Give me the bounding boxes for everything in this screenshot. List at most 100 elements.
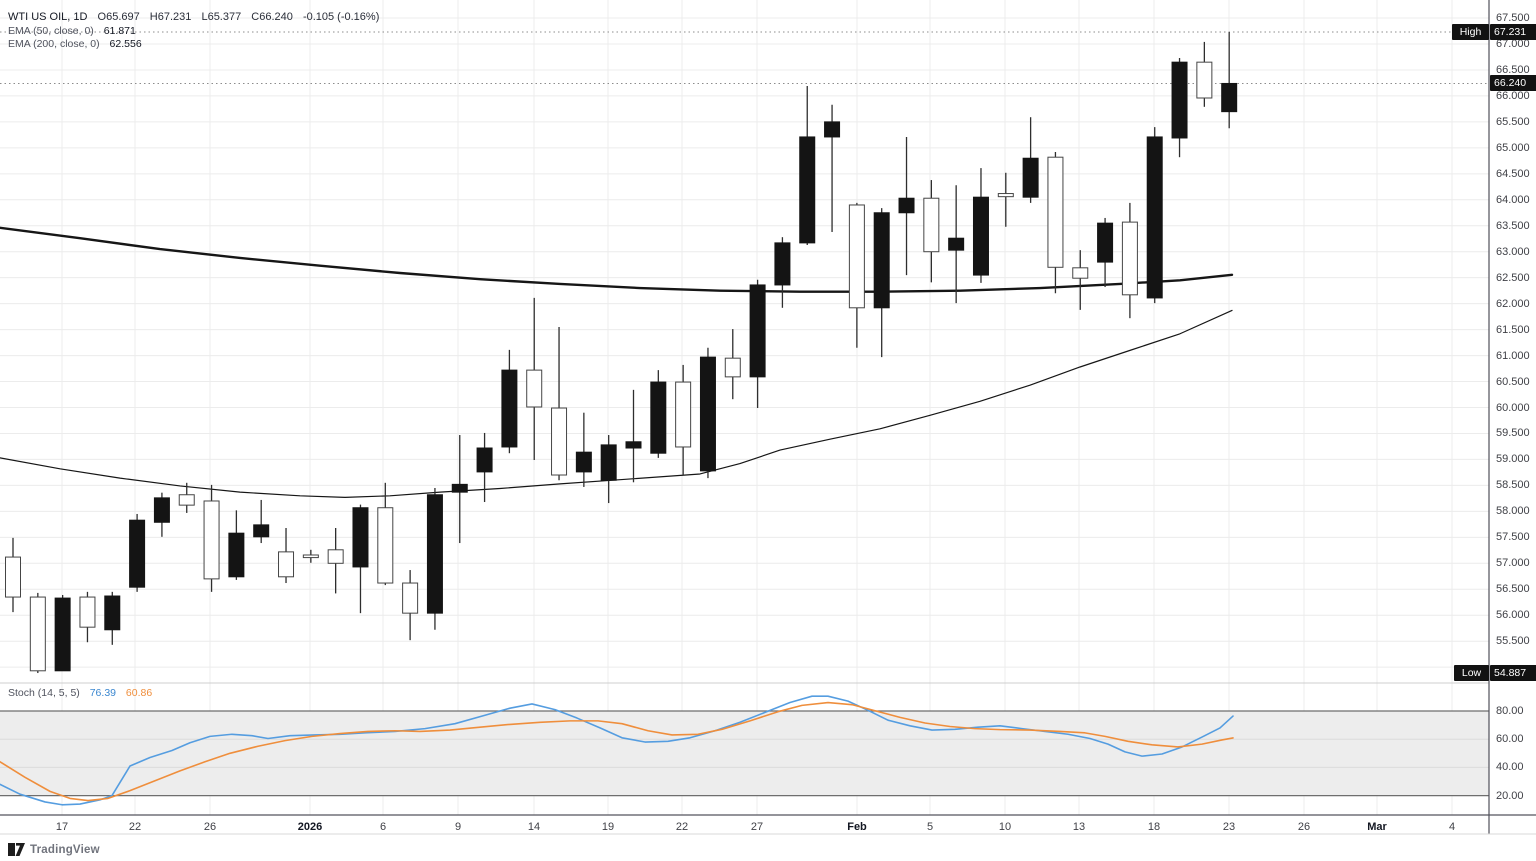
candle [129, 513, 146, 592]
candle [104, 591, 121, 645]
candle [551, 327, 568, 481]
candle [526, 297, 543, 460]
price-axis-label: 65.500 [1496, 115, 1530, 128]
price-axis-label: 63.500 [1496, 219, 1530, 232]
ema200-value: 62.556 [109, 38, 142, 50]
candle [824, 104, 841, 232]
candle [153, 492, 170, 537]
ema50-label: EMA (50, close, 0) [8, 25, 94, 37]
stoch-axis-label: 60.00 [1496, 733, 1524, 746]
symbol-title: WTI US OIL, 1D [8, 11, 88, 23]
candle [203, 484, 220, 592]
candle [972, 168, 989, 283]
price-axis-label: 59.000 [1496, 453, 1530, 466]
candle [650, 370, 667, 458]
stoch-k-line [0, 695, 1234, 806]
candle [501, 349, 518, 454]
candle [476, 432, 493, 503]
candle [228, 510, 245, 580]
price-axis-label: 55.500 [1496, 635, 1530, 648]
price-axis-label: 58.000 [1496, 505, 1530, 518]
time-axis-label: 23 [1222, 821, 1236, 833]
candle [724, 329, 741, 400]
price-axis-label: 64.000 [1496, 193, 1530, 206]
candle [749, 279, 766, 409]
ema200-label: EMA (200, close, 0) [8, 38, 100, 50]
candle [5, 537, 21, 613]
symbol-legend-row[interactable]: WTI US OIL, 1D O65.697 H67.231 L65.377 C… [8, 11, 379, 23]
tradingview-logo[interactable]: TradingView [8, 843, 100, 856]
time-axis-label: 2026 [297, 821, 323, 833]
price-axis-label: 60.500 [1496, 375, 1530, 388]
stoch-d-value: 60.86 [125, 687, 153, 699]
candle [54, 594, 71, 672]
candle [29, 592, 46, 674]
candle [1196, 41, 1213, 107]
price-axis-label: 59.500 [1496, 427, 1530, 440]
time-axis-label: 9 [454, 821, 462, 833]
stoch-legend-row[interactable]: Stoch (14, 5, 5) 76.39 60.86 [8, 687, 152, 699]
price-axis-label: 58.500 [1496, 479, 1530, 492]
stoch-axis-label: 40.00 [1496, 761, 1524, 774]
candle [848, 202, 865, 348]
ohlc-high: H67.231 [149, 11, 192, 23]
price-axis-label: 66.500 [1496, 63, 1530, 76]
candle [327, 527, 344, 594]
stoch-d-line [0, 701, 1234, 802]
price-axis-label: 62.500 [1496, 271, 1530, 284]
tradingview-logo-icon [8, 843, 25, 856]
candle [1221, 31, 1238, 129]
ohlc-open: O65.697 [97, 11, 140, 23]
candle [997, 172, 1014, 227]
candle [923, 180, 940, 283]
price-axis-label: 57.500 [1496, 531, 1530, 544]
candle [675, 364, 692, 476]
candle [799, 86, 816, 245]
candle [377, 482, 394, 586]
time-axis-label: 13 [1072, 821, 1086, 833]
price-axis-label: 62.000 [1496, 297, 1530, 310]
price-axis-label: 61.500 [1496, 323, 1530, 336]
candle [1022, 117, 1039, 203]
candle [1121, 202, 1138, 319]
ema-50-line [0, 309, 1233, 498]
time-axis-label: 19 [601, 821, 615, 833]
ema50-legend-row[interactable]: EMA (50, close, 0) 61.871 [8, 25, 136, 37]
ema200-legend-row[interactable]: EMA (200, close, 0) 62.556 [8, 38, 142, 50]
price-axis-label: 67.500 [1496, 12, 1530, 25]
candle [1097, 217, 1114, 288]
low-marker-label: Low [1454, 665, 1489, 682]
price-axis-label: 66.000 [1496, 89, 1530, 102]
ema50-value: 61.871 [103, 25, 136, 37]
candle [898, 136, 915, 276]
candle [352, 504, 369, 614]
time-axis-label: Mar [1367, 821, 1387, 833]
high-marker-label: High [1452, 23, 1489, 40]
candle [1171, 58, 1188, 158]
candle [575, 412, 592, 487]
time-axis-label: Feb [847, 821, 867, 833]
candle [625, 389, 642, 483]
time-axis-label: 27 [750, 821, 764, 833]
candle [1146, 127, 1163, 304]
candle [699, 347, 716, 479]
stoch-k-value: 76.39 [89, 687, 116, 699]
high-marker-value: 67.231 [1490, 23, 1536, 40]
price-axis-label: 57.000 [1496, 557, 1530, 570]
time-axis-label: 10 [998, 821, 1012, 833]
time-axis-label: 6 [379, 821, 387, 833]
low-marker-value: 54.887 [1490, 665, 1536, 682]
candle [253, 499, 270, 544]
change-value: -0.105 (-0.16%) [302, 11, 380, 23]
stoch-label: Stoch (14, 5, 5) [8, 687, 80, 699]
candle [1047, 152, 1064, 294]
candle [774, 237, 791, 308]
time-axis-label: 4 [1448, 821, 1456, 833]
last-price-tag: 66.240 [1490, 75, 1536, 92]
ohlc-low: L65.377 [201, 11, 242, 23]
stoch-axis-label: 80.00 [1496, 705, 1524, 717]
price-axis-label: 61.000 [1496, 349, 1530, 362]
candle [178, 482, 195, 513]
